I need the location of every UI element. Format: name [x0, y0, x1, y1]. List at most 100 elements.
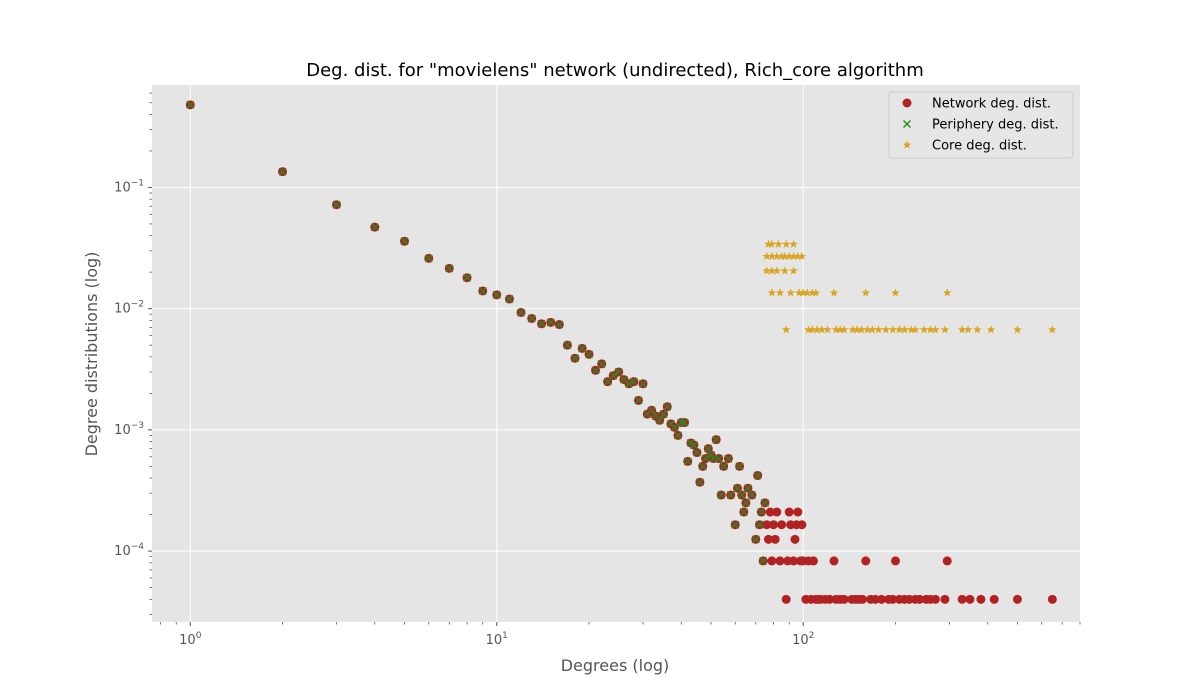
- periphery-point: [563, 341, 572, 350]
- x-tick-label: 102: [792, 631, 814, 648]
- periphery-point: [698, 462, 707, 471]
- network-point: [930, 594, 940, 604]
- network-point: [772, 507, 782, 517]
- network-point: [790, 534, 800, 544]
- core-point: [772, 251, 782, 261]
- periphery-point: [370, 223, 379, 232]
- legend-marker: [902, 98, 912, 108]
- periphery-point: [759, 556, 768, 565]
- periphery-point: [463, 273, 472, 282]
- core-point: [926, 325, 935, 334]
- y-tick-exponent: −3: [131, 421, 144, 431]
- legend-entry: Core deg. dist.: [902, 139, 1027, 154]
- core-point: [780, 251, 789, 261]
- core-point: [762, 266, 771, 275]
- core-point: [786, 288, 795, 297]
- network-point: [793, 507, 803, 517]
- periphery-point: [609, 371, 618, 380]
- core-point: [888, 325, 898, 334]
- y-tick-base: 10: [114, 544, 131, 559]
- y-tick-label: 10−1: [114, 178, 144, 195]
- legend-entry: Periphery deg. dist.: [903, 118, 1059, 133]
- periphery-point: [751, 535, 760, 544]
- network-point: [770, 534, 780, 544]
- x-tick-base: 10: [792, 633, 809, 648]
- periphery-point: [670, 423, 679, 432]
- network-point: [763, 534, 773, 544]
- network-point: [976, 594, 986, 604]
- x-tick-label: 100: [179, 631, 202, 648]
- network-point: [829, 556, 839, 566]
- core-point: [906, 325, 916, 334]
- network-point: [861, 556, 871, 566]
- core-point: [940, 325, 950, 334]
- periphery-point: [629, 377, 638, 386]
- periphery-point: [638, 379, 647, 388]
- periphery-point: [726, 491, 735, 500]
- periphery-point: [701, 454, 710, 463]
- core-point: [789, 239, 798, 248]
- series-2: [186, 100, 769, 565]
- grid-lines: [152, 85, 1080, 622]
- periphery-point: [695, 478, 704, 487]
- core-point: [957, 325, 967, 334]
- periphery-point: [760, 498, 769, 507]
- legend-marker: [902, 140, 912, 149]
- chart-title: Deg. dist. for "movielens" network (undi…: [306, 60, 923, 81]
- core-point: [767, 251, 777, 261]
- core-point: [784, 251, 794, 261]
- core-point: [811, 288, 821, 297]
- core-point: [798, 288, 808, 297]
- legend-marker: [903, 120, 911, 128]
- core-point: [829, 288, 839, 297]
- network-point: [762, 520, 772, 530]
- periphery-point: [724, 454, 733, 463]
- core-point: [868, 325, 877, 334]
- core-point: [767, 239, 777, 248]
- periphery-point: [537, 319, 546, 328]
- legend-box: [888, 91, 1074, 159]
- periphery-point: [614, 368, 623, 377]
- network-point: [989, 594, 999, 604]
- periphery-point: [478, 286, 487, 295]
- periphery-point: [714, 454, 723, 463]
- network-point: [767, 556, 777, 566]
- legend-label: Network deg. dist.: [932, 97, 1051, 112]
- core-point: [848, 325, 857, 334]
- core-point: [781, 239, 791, 248]
- core-point: [881, 325, 891, 334]
- network-point: [888, 594, 898, 604]
- periphery-point: [647, 406, 656, 415]
- y-tick-exponent: −1: [131, 178, 144, 188]
- y-axis-ticks: 10−410−310−210−1: [114, 92, 152, 615]
- x-tick-exponent: 1: [502, 631, 508, 641]
- network-point: [890, 556, 900, 566]
- y-tick-label: 10−2: [114, 300, 144, 317]
- series-3: [762, 239, 1057, 334]
- periphery-point: [585, 350, 594, 359]
- legend-label: Periphery deg. dist.: [932, 118, 1059, 133]
- periphery-point: [634, 396, 643, 405]
- data-series: [185, 100, 1057, 604]
- periphery-point: [680, 418, 689, 427]
- core-point: [804, 325, 813, 334]
- periphery-point: [505, 295, 514, 304]
- core-point: [891, 288, 900, 297]
- network-point: [797, 520, 807, 530]
- periphery-point: [597, 359, 606, 368]
- periphery-point: [663, 402, 672, 411]
- periphery-point: [733, 484, 742, 493]
- periphery-point: [578, 344, 587, 353]
- periphery-point: [704, 444, 713, 453]
- core-point: [793, 251, 803, 261]
- x-tick-exponent: 2: [809, 631, 815, 641]
- core-point: [807, 288, 817, 297]
- y-tick-exponent: −2: [131, 300, 144, 310]
- periphery-point: [753, 471, 762, 480]
- core-point: [919, 325, 929, 334]
- core-point: [762, 251, 771, 261]
- core-point: [774, 239, 783, 248]
- periphery-point: [735, 462, 744, 471]
- network-point: [857, 594, 867, 604]
- core-point: [772, 266, 782, 275]
